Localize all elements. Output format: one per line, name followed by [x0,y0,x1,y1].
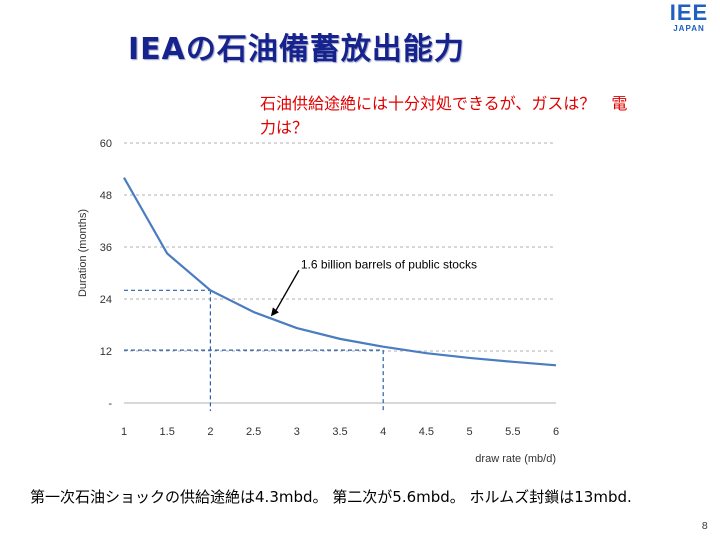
y-tick-label: - [108,398,112,410]
reference-lines [124,289,384,411]
page-number: 8 [701,521,708,532]
x-tick-label: 2.5 [246,426,261,438]
chart-panel: - 12 24 36 48 60 1 1.5 2 2.5 3 3.5 4 4.5 5 5.5 6 Durati… [72,88,572,468]
grid-lines [124,142,556,404]
annotation-arrow-line [274,269,300,313]
x-tick-label: 2 [207,426,213,438]
duration-chart: - 12 24 36 48 60 1 1.5 2 2.5 3 3.5 4 4.5 5 5.5 6 Durati… [77,138,559,465]
logo-sub-text: JAPAN [673,24,705,33]
logo-main-text: IEE [669,0,709,25]
y-tick-label: 60 [100,138,112,150]
x-tick-label: 5 [467,426,473,438]
x-tick-label: 3 [294,426,300,438]
x-tick-labels: 1 1.5 2 2.5 3 3.5 4 4.5 5 5.5 6 [121,426,559,438]
x-tick-label: 1.5 [160,426,175,438]
y-tick-label: 48 [100,190,112,202]
x-tick-label: 1 [121,426,127,438]
x-axis-label: draw rate (mb/d) [475,453,556,465]
series-group [123,177,557,367]
annotation-group: 1.6 billion barrels of public stocks [270,257,477,317]
x-tick-label: 4 [380,426,386,438]
annotation-arrow-head [270,307,279,317]
y-tick-label: 36 [100,242,112,254]
iee-japan-logo: IEE JAPAN [666,2,712,38]
callout-text: 石油供給途絶には十分対処できるが、ガスは？ 電力は？ [260,94,628,137]
bottom-note: 第一次石油ショックの供給途絶は4.3mbd。 第二次が5.6mbd。 ホルムズ封… [30,488,632,506]
y-tick-labels: - 12 24 36 48 60 [100,138,113,410]
series-line [123,177,557,367]
x-tick-label: 4.5 [419,426,434,438]
x-tick-label: 6 [553,426,559,438]
y-tick-label: 12 [100,346,112,358]
annotation-label: 1.6 billion barrels of public stocks [301,257,477,271]
y-axis-label: Duration (months) [77,209,89,297]
y-tick-label: 24 [100,294,112,306]
x-tick-label: 3.5 [332,426,347,438]
slide-title: IEAの石油備蓄放出能力 [128,32,465,67]
x-tick-label: 5.5 [505,426,520,438]
